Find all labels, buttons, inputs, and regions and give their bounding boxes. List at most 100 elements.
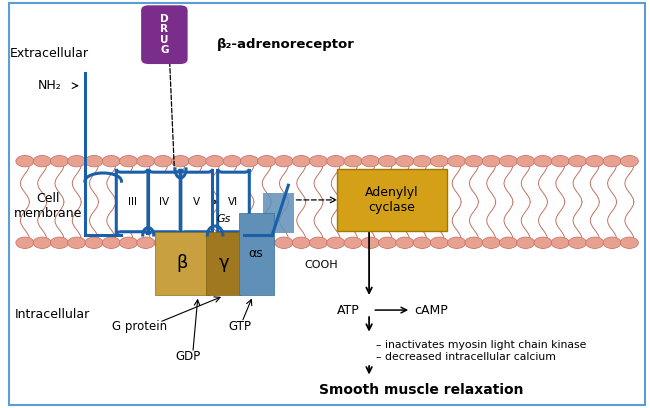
Circle shape <box>257 237 276 248</box>
Circle shape <box>378 237 396 248</box>
FancyBboxPatch shape <box>9 3 645 405</box>
Circle shape <box>16 237 34 248</box>
FancyBboxPatch shape <box>337 169 447 231</box>
Circle shape <box>620 155 638 167</box>
FancyBboxPatch shape <box>206 232 241 295</box>
Text: Gs: Gs <box>216 214 231 224</box>
Circle shape <box>240 237 259 248</box>
Text: cAMP: cAMP <box>414 304 448 317</box>
Text: β₂-adrenoreceptor: β₂-adrenoreceptor <box>217 38 355 51</box>
FancyBboxPatch shape <box>141 5 188 64</box>
Text: β: β <box>176 254 187 272</box>
Circle shape <box>240 155 259 167</box>
Text: G protein: G protein <box>112 320 168 333</box>
Circle shape <box>327 155 344 167</box>
FancyBboxPatch shape <box>263 193 294 233</box>
Circle shape <box>33 155 51 167</box>
Circle shape <box>188 237 207 248</box>
Text: Extracellular: Extracellular <box>10 47 89 60</box>
Circle shape <box>620 237 638 248</box>
Circle shape <box>120 237 138 248</box>
Circle shape <box>465 155 483 167</box>
Circle shape <box>569 155 586 167</box>
Circle shape <box>85 155 103 167</box>
Circle shape <box>482 155 500 167</box>
Circle shape <box>292 237 310 248</box>
Circle shape <box>344 155 362 167</box>
Text: Intracellular: Intracellular <box>15 308 90 321</box>
Text: D
R
U
G: D R U G <box>160 14 169 55</box>
Circle shape <box>102 155 120 167</box>
Circle shape <box>344 237 362 248</box>
Circle shape <box>499 237 517 248</box>
FancyBboxPatch shape <box>116 169 148 235</box>
Circle shape <box>413 155 431 167</box>
Circle shape <box>172 237 189 248</box>
Circle shape <box>482 237 500 248</box>
Circle shape <box>136 155 155 167</box>
Circle shape <box>154 237 172 248</box>
FancyBboxPatch shape <box>149 169 180 235</box>
FancyBboxPatch shape <box>218 169 250 235</box>
Text: VI: VI <box>228 197 239 207</box>
Circle shape <box>430 155 448 167</box>
Circle shape <box>603 237 621 248</box>
Text: NH₂: NH₂ <box>38 79 61 92</box>
Circle shape <box>154 155 172 167</box>
Circle shape <box>603 155 621 167</box>
Circle shape <box>551 237 569 248</box>
Circle shape <box>16 155 34 167</box>
Circle shape <box>517 237 535 248</box>
Circle shape <box>223 155 241 167</box>
Circle shape <box>136 237 155 248</box>
Circle shape <box>569 237 586 248</box>
Circle shape <box>51 155 68 167</box>
Circle shape <box>188 155 207 167</box>
Text: Cell
membrane: Cell membrane <box>14 192 83 220</box>
Circle shape <box>292 155 310 167</box>
Text: GDP: GDP <box>176 350 201 364</box>
Circle shape <box>396 155 414 167</box>
FancyBboxPatch shape <box>181 169 213 235</box>
Circle shape <box>309 237 328 248</box>
Circle shape <box>413 237 431 248</box>
Circle shape <box>327 237 344 248</box>
Text: ATP: ATP <box>337 304 359 317</box>
Text: V: V <box>193 197 200 207</box>
Circle shape <box>33 237 51 248</box>
Circle shape <box>206 237 224 248</box>
Circle shape <box>120 155 138 167</box>
Circle shape <box>309 155 328 167</box>
Text: γ: γ <box>218 254 229 272</box>
Circle shape <box>586 155 604 167</box>
Circle shape <box>534 155 552 167</box>
Circle shape <box>551 155 569 167</box>
Circle shape <box>378 155 396 167</box>
Circle shape <box>517 155 535 167</box>
Circle shape <box>361 237 380 248</box>
Text: Adenylyl
cyclase: Adenylyl cyclase <box>365 186 419 214</box>
FancyBboxPatch shape <box>155 232 209 295</box>
Circle shape <box>85 237 103 248</box>
Circle shape <box>223 237 241 248</box>
Circle shape <box>68 155 86 167</box>
Circle shape <box>172 155 189 167</box>
Circle shape <box>465 237 483 248</box>
Text: αs: αs <box>249 248 263 260</box>
Text: – decreased intracellular calcium: – decreased intracellular calcium <box>376 352 556 362</box>
Text: IV: IV <box>159 197 170 207</box>
Circle shape <box>396 237 414 248</box>
Circle shape <box>361 155 380 167</box>
Circle shape <box>448 155 465 167</box>
Circle shape <box>206 155 224 167</box>
Text: Smooth muscle relaxation: Smooth muscle relaxation <box>318 383 523 397</box>
Circle shape <box>586 237 604 248</box>
Circle shape <box>68 237 86 248</box>
Circle shape <box>257 155 276 167</box>
Text: GTP: GTP <box>228 320 252 333</box>
Circle shape <box>499 155 517 167</box>
Circle shape <box>275 237 293 248</box>
Circle shape <box>534 237 552 248</box>
Circle shape <box>430 237 448 248</box>
FancyBboxPatch shape <box>239 213 274 295</box>
